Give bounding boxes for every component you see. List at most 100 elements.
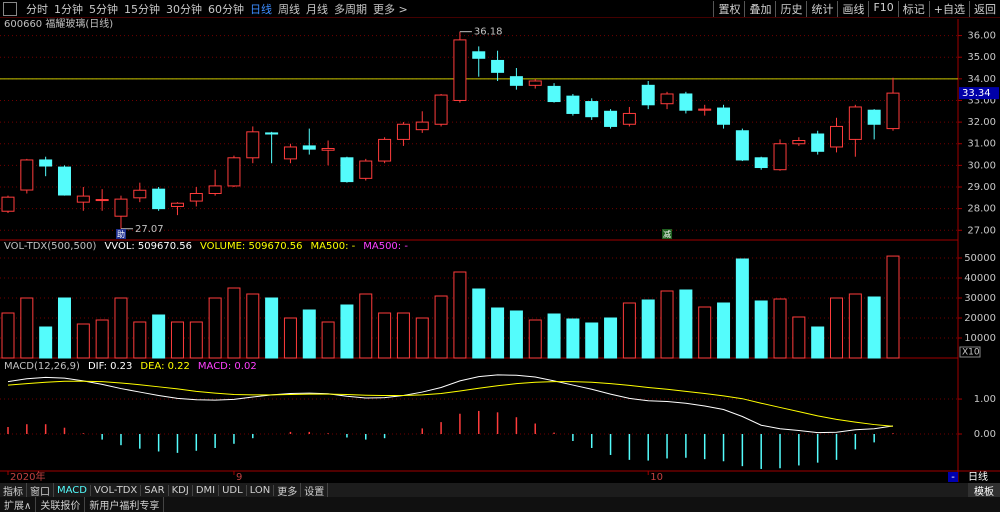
volume-bar — [321, 321, 335, 359]
candle-body — [717, 107, 731, 125]
menu-icon[interactable] — [3, 1, 17, 16]
candle-body — [491, 59, 505, 73]
status-item[interactable]: 关联报价 — [36, 497, 86, 512]
period-tab[interactable]: 日线 — [250, 2, 272, 16]
volume-bar — [227, 287, 241, 359]
period-tab[interactable]: 15分钟 — [124, 2, 160, 16]
candle-body — [679, 93, 693, 111]
candle-body — [170, 202, 184, 207]
candle-body — [415, 121, 429, 131]
candle-body — [735, 130, 749, 161]
indicator-tabs: 指标 窗口 MACD VOL-TDX SAR KDJ DMI UDL LON 更多 设置 模板 — [0, 482, 1000, 498]
tool-button[interactable]: 画线 — [837, 0, 868, 17]
volume-bar — [396, 312, 410, 359]
last-price-label: 33.34 — [962, 88, 991, 99]
volume-bar — [133, 321, 147, 359]
period-tab[interactable]: 更多 > — [373, 2, 408, 16]
tool-button[interactable]: F10 — [868, 0, 897, 17]
tool-button[interactable]: 置权 — [713, 0, 744, 17]
tool-button[interactable]: 统计 — [806, 0, 837, 17]
x-tick-label: 2020年 — [10, 470, 45, 483]
volume-bar — [265, 297, 279, 359]
candle-body — [472, 51, 486, 59]
candle-body — [566, 95, 580, 114]
candle-body — [867, 109, 881, 125]
volume-bar — [811, 326, 825, 359]
y-tick-label: 30.00 — [967, 160, 996, 171]
indicator-tab[interactable]: 窗口 — [27, 482, 54, 498]
status-item[interactable]: 扩展∧ — [0, 497, 37, 512]
volume-bar — [528, 319, 542, 359]
zoom-minus[interactable]: - — [951, 472, 955, 483]
y-tick-label: 10000 — [964, 333, 996, 344]
candle-body — [283, 146, 297, 160]
legend-item: MA500: - — [363, 241, 408, 252]
status-item[interactable]: 新用户福利专享 — [85, 497, 165, 512]
tool-group: 置权 叠加 历史 统计 画线 F10 标记 +自选 返回 — [713, 0, 1000, 17]
indicator-tab[interactable]: KDJ — [169, 484, 193, 496]
indicator-tab[interactable]: 更多 — [274, 482, 302, 498]
candle-body — [604, 110, 618, 127]
y-tick-label: 34.00 — [967, 74, 996, 85]
candle-body — [698, 108, 712, 111]
volume-bar — [622, 302, 636, 359]
legend-item: DIF: 0.23 — [88, 361, 132, 372]
template-button[interactable]: 模板 — [968, 482, 1000, 498]
y-tick-label: 30000 — [964, 293, 996, 304]
event-marker — [115, 229, 126, 239]
candle-body — [754, 157, 768, 169]
indicator-tab[interactable]: MACD — [54, 484, 91, 496]
candle-body — [622, 112, 636, 125]
y-tick-label: 50000 — [964, 253, 996, 264]
volume-bar — [698, 306, 712, 359]
indicator-tab[interactable]: LON — [247, 484, 275, 496]
period-tab[interactable]: 60分钟 — [208, 2, 244, 16]
indicator-tab[interactable]: DMI — [193, 484, 220, 496]
period-tab[interactable]: 分时 — [26, 2, 48, 16]
volume-bar — [867, 296, 881, 359]
volume-bar — [717, 302, 731, 359]
volume-bar — [114, 297, 128, 359]
period-tab[interactable]: 5分钟 — [89, 2, 118, 16]
tool-button[interactable]: +自选 — [928, 0, 969, 17]
volume-bar — [491, 307, 505, 359]
volume-bar — [773, 298, 787, 359]
volume-bar — [246, 293, 260, 359]
tool-button[interactable]: 叠加 — [744, 0, 775, 17]
indicator-tab[interactable]: VOL-TDX — [91, 484, 142, 496]
tool-button[interactable]: 标记 — [897, 0, 929, 17]
candle-body — [434, 94, 448, 125]
period-tab[interactable]: 30分钟 — [166, 2, 202, 16]
indicator-line — [7, 374, 894, 434]
volume-bar — [1, 312, 15, 359]
volume-bar — [359, 293, 373, 359]
y-tick-label: 20000 — [964, 313, 996, 324]
zoom-button[interactable] — [948, 472, 958, 482]
volume-bar — [20, 297, 34, 359]
period-tab[interactable]: 周线 — [278, 2, 300, 16]
volume-bar — [679, 289, 693, 359]
indicator-line — [7, 380, 894, 427]
legend-item: MACD(12,26,9) — [4, 361, 80, 372]
indicator-tab[interactable]: UDL — [219, 484, 247, 496]
volume-bar — [415, 317, 429, 359]
tool-button[interactable]: 历史 — [775, 0, 806, 17]
tool-button[interactable]: 返回 — [969, 0, 1000, 17]
candle-body — [133, 189, 147, 199]
low-label: 27.07 — [135, 224, 164, 235]
candle-body — [359, 160, 373, 179]
indicator-tab[interactable]: SAR — [141, 484, 169, 496]
period-tab[interactable]: 1分钟 — [54, 2, 83, 16]
event-label: 减 — [663, 229, 671, 239]
period-tab[interactable]: 月线 — [306, 2, 328, 16]
indicator-tab[interactable]: 设置 — [301, 482, 329, 498]
indicator-tab[interactable]: 指标 — [0, 482, 27, 498]
y-tick-label: 31.00 — [967, 139, 996, 150]
candle-body — [547, 85, 561, 103]
candle-body — [95, 199, 109, 202]
period-label: 日线 — [968, 470, 988, 483]
volume-bar — [792, 316, 806, 359]
period-tab[interactable]: 多周期 — [334, 2, 367, 16]
volume-bar — [208, 297, 222, 359]
candle-body — [265, 132, 279, 135]
